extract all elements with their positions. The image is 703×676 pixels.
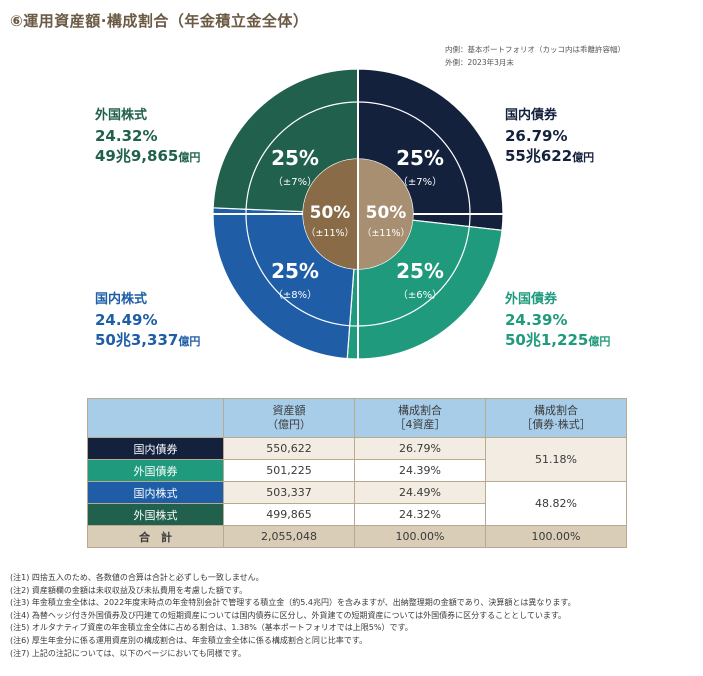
callout-pct: 24.49% [95,311,158,329]
total-label: 合 計 [87,525,224,548]
policy-target-label: 25% [396,146,444,170]
equity-share: 48.82% [485,481,627,526]
table-header-row: 資産額 （億円） 構成割合 ［4資産］ 構成割合 ［債券·株式］ [87,398,627,438]
table-header-share2: 構成割合 ［債券·株式］ [485,398,627,438]
footnote: (注2) 資産額欄の金額は未収収益及び未払費用を考慮した額です。 [10,585,248,595]
table-header-amount: 資産額 （億円） [223,398,355,438]
page-title: ⑥運用資産額·構成割合（年金積立金全体） [10,12,309,30]
callout-pct: 26.79% [505,127,568,145]
center-range-label: （±11%） [362,227,410,239]
callout-domestic-bonds: 国内債券 26.79% 55兆622億円 [505,106,594,168]
row-share4: 24.39% [354,459,486,482]
callout-label: 外国株式 [95,108,148,123]
table-header-share4: 構成割合 ［4資産］ [354,398,486,438]
footnote: (注5) オルタナティブ資産の年金積立金全体に占める割合は、1.38%（基本ポー… [10,623,413,633]
row-label: 国内債券 [87,437,224,460]
footnotes: (注1) 四捨五入のため、各数値の合算は合計と必ずしも一致しません。 (注2) … [10,572,576,660]
footnote: (注6) 厚生年金分に係る運用資産別の構成割合は、年金積立金全体に係る構成割合と… [10,635,368,645]
policy-range-label: （±6%） [398,289,442,301]
header-text: 資産額 （億円） [267,404,311,431]
row-label: 外国債券 [87,459,224,482]
center-target-label: 50% [366,203,407,223]
callout-domestic-equity: 国内株式 24.49% 50兆3,337億円 [95,290,200,352]
row-amount: 550,622 [223,437,355,460]
total-share4: 100.00% [354,525,486,548]
table-total-row: 合 計 2,055,048 100.00% 100.00% [87,525,627,548]
bonds-share: 51.18% [485,437,627,482]
callout-label: 外国債券 [505,292,558,307]
table-row: 外国株式 499,865 24.32% [87,503,627,526]
row-amount: 503,337 [223,481,355,504]
legend-outer-note: 外側：2023年3月末 [445,58,514,67]
center-range-label: （±11%） [306,227,354,239]
total-amount: 2,055,048 [223,525,355,548]
table-row: 外国債券 501,225 24.39% [87,459,627,482]
callout-foreign-equity: 外国株式 24.32% 49兆9,865億円 [95,106,200,168]
policy-range-label: （±7%） [273,176,317,188]
table-row: 国内株式 503,337 24.49% 48.82% [87,481,627,526]
row-label: 外国株式 [87,503,224,526]
policy-range-label: （±8%） [273,289,317,301]
policy-target-label: 25% [271,146,319,170]
table-row: 国内債券 550,622 26.79% 51.18% [87,437,627,482]
callout-amount: 55兆622億円 [505,147,595,165]
footnote: (注3) 年金積立金全体は、2022年度末時点の年金特別会計で管理する積立金（約… [10,598,576,608]
footnote: (注4) 為替ヘッジ付き外国債券及び円建ての短期資産については国内債券に区分し、… [10,610,567,620]
callout-amount: 50兆3,337億円 [95,331,201,349]
policy-target-label: 25% [396,259,444,283]
center-half-right [358,159,413,269]
callout-pct: 24.32% [95,127,158,145]
footnote: (注7) 上記の注記については、以下のページにおいても同様です。 [10,648,246,658]
row-share4: 24.49% [354,481,486,504]
row-share4: 26.79% [354,437,486,460]
donut-chart: 25% （±7%） 25% （±6%） 25% （±8%） 25% （±7%） 50% （±11%… [212,68,504,360]
callout-label: 国内株式 [95,292,148,307]
legend-note: 内側：基本ポートフォリオ（カッコ内は乖離許容幅） 外側：2023年3月末 [445,43,625,69]
callout-label: 国内債券 [505,108,558,123]
allocation-table: 資産額 （億円） 構成割合 ［4資産］ 構成割合 ［債券·株式］ 国内債券 550,6… [87,398,627,548]
row-amount: 499,865 [223,503,355,526]
header-text: 構成割合 ［債券·株式］ [521,404,591,431]
donut-policy-ring [245,101,471,327]
row-share4: 24.32% [354,503,486,526]
footnote: (注1) 四捨五入のため、各数値の合算は合計と必ずしも一致しません。 [10,573,264,582]
callout-foreign-bonds: 外国債券 24.39% 50兆1,225億円 [505,290,610,352]
policy-range-label: （±7%） [398,176,442,188]
row-amount: 501,225 [223,459,355,482]
row-label: 国内株式 [87,481,224,504]
callout-amount: 49兆9,865億円 [95,147,201,165]
legend-inner-note: 内側：基本ポートフォリオ（カッコ内は乖離許容幅） [445,45,625,54]
center-half-left [303,159,358,269]
center-target-label: 50% [310,203,351,223]
policy-target-label: 25% [271,259,319,283]
header-text: 構成割合 ［4資産］ [394,404,446,431]
callout-amount: 50兆1,225億円 [505,331,611,349]
callout-pct: 24.39% [505,311,568,329]
table-header-blank [87,398,224,438]
total-share2: 100.00% [485,525,627,548]
